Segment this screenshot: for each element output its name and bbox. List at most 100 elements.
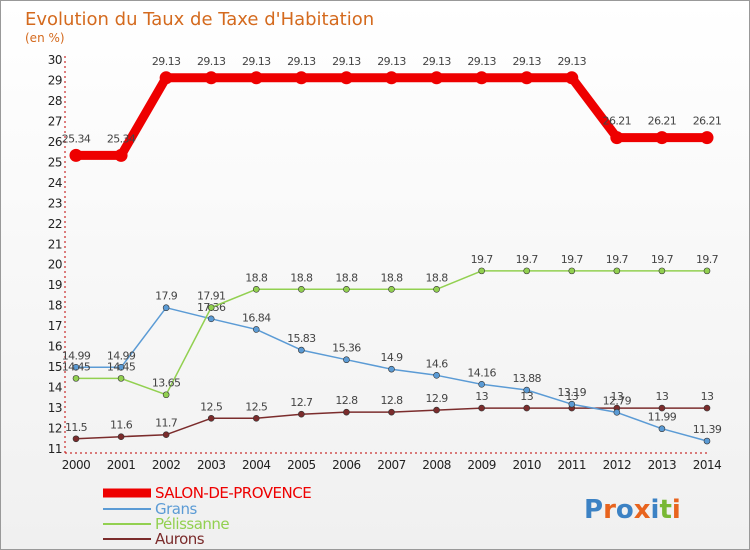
legend-label: Grans <box>155 500 197 518</box>
logo-letter: i <box>672 495 681 525</box>
data-label: 29.13 <box>197 55 226 68</box>
data-point <box>343 408 350 416</box>
data-label: 14.45 <box>62 360 91 373</box>
data-label: 29.13 <box>332 55 361 68</box>
y-tick-label: 11 <box>48 442 62 456</box>
x-tick-label: 2001 <box>107 458 136 472</box>
data-point <box>568 267 576 275</box>
data-point <box>520 71 534 85</box>
series-3: 11.5 11.6 11.7 12.5 12.5 12.7 12.8 12.8 12.9 13 13… <box>65 390 715 443</box>
logo-letter: x <box>634 495 651 525</box>
data-label: 13.88 <box>512 372 541 385</box>
data-point <box>207 414 215 422</box>
data-point <box>298 410 305 418</box>
data-point <box>72 435 80 443</box>
data-label: 29.13 <box>512 55 541 68</box>
data-label: 11.39 <box>693 423 722 436</box>
logo-letter: t <box>659 495 671 525</box>
y-tick-label: 22 <box>48 217 62 231</box>
data-point <box>72 364 80 371</box>
logo-text: Proxiti <box>584 495 681 525</box>
data-label: 14.45 <box>107 360 136 373</box>
data-point <box>703 404 711 412</box>
y-tick-label: 21 <box>48 237 62 251</box>
data-point <box>162 304 170 312</box>
data-label: 29.13 <box>467 55 496 68</box>
data-label: 13 <box>520 390 533 403</box>
x-tick-label: 2011 <box>558 458 587 472</box>
data-point <box>523 386 531 394</box>
y-tick-label: 16 <box>48 340 62 354</box>
data-label: 29.13 <box>242 55 271 68</box>
data-label: 15.36 <box>332 342 361 355</box>
data-point <box>252 326 260 333</box>
y-tick-label: 13 <box>48 401 62 415</box>
y-tick-label: 25 <box>48 155 62 169</box>
x-tick-label: 2004 <box>242 458 271 472</box>
data-point <box>565 71 579 85</box>
data-label: 11.99 <box>648 411 677 424</box>
data-point <box>385 71 398 85</box>
legend-label: Aurons <box>155 530 205 548</box>
x-tick-label: 2006 <box>332 458 361 472</box>
data-point <box>478 381 485 388</box>
data-label: 19.7 <box>696 253 719 266</box>
x-tick-label: 2002 <box>152 458 181 472</box>
data-label: 25.34 <box>107 132 136 145</box>
y-tick-label: 30 <box>48 53 62 67</box>
data-point <box>159 71 173 85</box>
data-label: 13 <box>610 390 623 403</box>
data-label: 19.7 <box>516 253 539 266</box>
data-label: 19.7 <box>471 253 494 266</box>
y-tick-label: 17 <box>48 319 62 333</box>
x-tick-label: 2005 <box>287 458 316 472</box>
data-point <box>700 131 714 145</box>
data-label: 12.8 <box>335 394 358 407</box>
logo-letter: r <box>603 495 616 525</box>
y-tick-label: 18 <box>48 299 62 313</box>
data-point <box>610 131 624 145</box>
data-label: 15.83 <box>287 332 316 345</box>
legend-item: Pélissanne <box>103 515 230 533</box>
data-label: 16.84 <box>242 311 271 324</box>
data-point <box>339 71 353 85</box>
data-label: 14.6 <box>426 357 449 370</box>
data-point <box>249 71 263 85</box>
data-point <box>252 414 260 422</box>
data-label: 11.7 <box>155 417 178 430</box>
data-point <box>523 404 531 412</box>
data-label: 14.99 <box>62 349 91 362</box>
data-point <box>207 304 215 311</box>
data-label: 12.8 <box>380 394 403 407</box>
data-label: 14.9 <box>380 351 403 364</box>
data-point <box>433 371 440 379</box>
data-point <box>430 71 444 85</box>
data-label: 29.13 <box>422 55 451 68</box>
x-tick-label: 2007 <box>377 458 406 472</box>
y-tick-label: 12 <box>48 422 62 436</box>
data-point <box>388 286 395 293</box>
data-label: 13 <box>565 390 578 403</box>
data-point <box>613 267 621 275</box>
data-point <box>478 404 485 412</box>
data-label: 11.6 <box>110 419 133 432</box>
data-label: 26.21 <box>693 115 722 128</box>
data-point <box>298 346 305 354</box>
data-label: 13 <box>656 390 669 403</box>
y-tick-label: 28 <box>48 94 62 108</box>
data-label: 14.16 <box>467 366 496 379</box>
data-point <box>388 365 395 373</box>
data-point <box>117 364 125 371</box>
data-point <box>655 131 669 145</box>
data-point <box>162 431 170 438</box>
x-tick-label: 2013 <box>648 458 677 472</box>
series-0: 25.34 25.34 29.13 29.13 29.13 29.13 29.13 29.13… <box>62 55 722 162</box>
data-label: 29.13 <box>377 55 406 68</box>
data-label: 11.5 <box>65 421 88 434</box>
data-point <box>568 400 576 408</box>
y-tick-label: 14 <box>48 381 62 395</box>
data-label: 13 <box>701 390 714 403</box>
data-point <box>117 375 125 382</box>
data-label: 26.21 <box>603 115 632 128</box>
